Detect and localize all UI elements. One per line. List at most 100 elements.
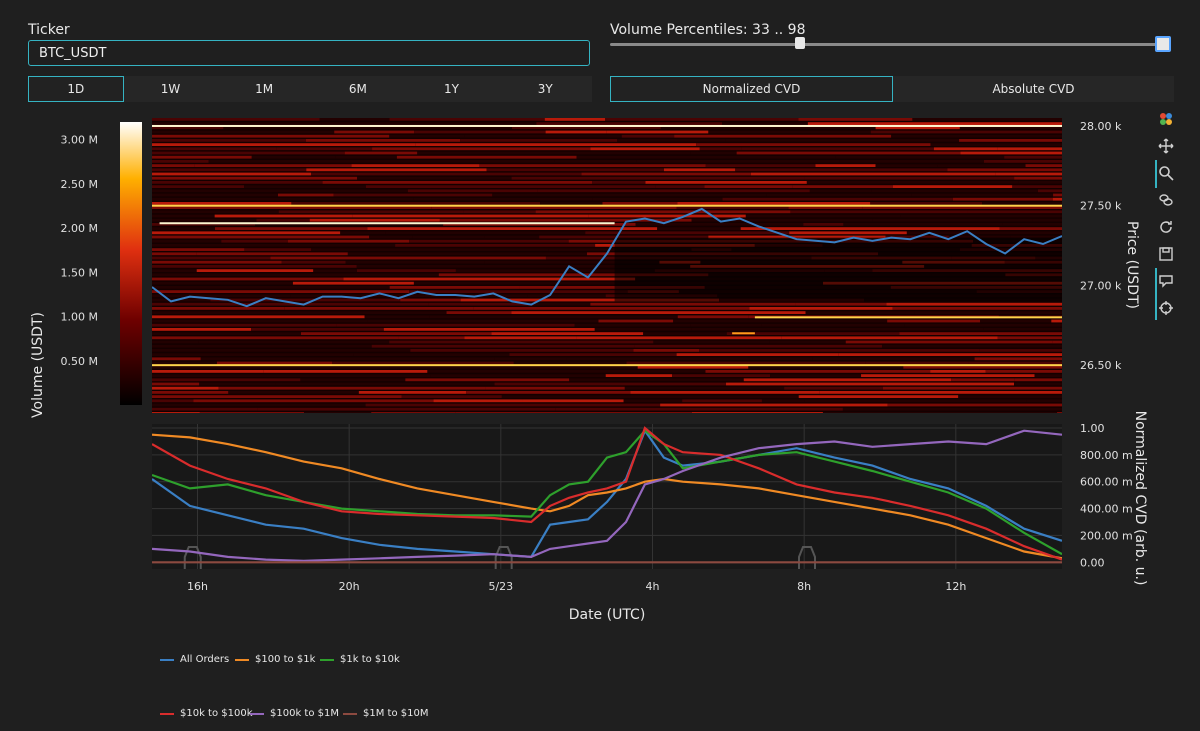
heatmap-band (887, 319, 981, 323)
cvd-mode-selector: Normalized CVD Absolute CVD (610, 76, 1174, 102)
heatmap-band (152, 399, 194, 403)
timeframe-1d-button[interactable]: 1D (28, 76, 124, 102)
legend-item[interactable]: $1M to $10M (343, 708, 428, 719)
plotly-logo-icon[interactable] (1155, 108, 1177, 130)
heatmap-band (152, 143, 416, 146)
heatmap-band (885, 235, 949, 239)
heatmap-band (875, 164, 938, 167)
heatmap-band (959, 139, 1062, 142)
heatmap-band (537, 189, 810, 193)
heatmap-band (663, 168, 736, 172)
heatmap-band (624, 386, 785, 390)
heatmap-band (634, 344, 883, 348)
heatmap-band (152, 277, 344, 281)
timeframe-3y-button[interactable]: 3Y (537, 82, 553, 96)
heatmap-band (275, 382, 495, 386)
heatmap-band (891, 134, 1062, 138)
heatmap-band (864, 298, 1062, 302)
heatmap-band (511, 126, 661, 130)
legend-swatch (235, 658, 249, 661)
heatmap-band (511, 176, 805, 180)
heatmap-band (492, 193, 767, 197)
heatmap-band (795, 302, 887, 306)
timeframe-1y-button[interactable]: 1Y (444, 82, 459, 96)
heatmap-band (152, 185, 245, 188)
legend-item[interactable]: All Orders (160, 654, 229, 665)
timeframe-1m-button[interactable]: 1M (255, 82, 274, 96)
zoom-icon[interactable] (1155, 162, 1177, 184)
reset-icon[interactable] (1155, 216, 1177, 238)
heatmap-band (223, 126, 512, 130)
heatmap-band (540, 202, 603, 205)
volume-percentiles-slider[interactable] (610, 43, 1170, 46)
pan-icon[interactable] (1155, 135, 1177, 157)
heatmap-band (812, 357, 975, 361)
heatmap-band (460, 298, 720, 302)
heatmap-band (974, 357, 1062, 361)
heatmap-band (1052, 340, 1062, 344)
heatmap-band (252, 365, 390, 369)
download-icon[interactable] (1155, 243, 1177, 265)
heatmap-band (365, 403, 661, 407)
heatmap-band (152, 332, 301, 335)
crosshair-icon[interactable] (1155, 297, 1177, 319)
heatmap-band (766, 193, 912, 197)
heatmap-band (353, 353, 510, 356)
legend-item[interactable]: $1k to $10k (320, 654, 400, 665)
heatmap-band (199, 412, 305, 413)
heatmap-band (152, 349, 411, 352)
heatmap-band (982, 202, 1062, 205)
heatmap-bright-level (732, 332, 755, 335)
heatmap-band (152, 412, 200, 413)
heatmap-band (790, 210, 968, 214)
heatmap-band (152, 403, 366, 407)
normalized-cvd-button[interactable]: Normalized CVD (610, 76, 893, 102)
heatmap-band (389, 286, 520, 289)
cvd-tick-label: 800.00 m (1080, 449, 1133, 462)
ticker-input[interactable] (28, 40, 590, 66)
heatmap-band (960, 151, 1062, 155)
heatmap-band (430, 374, 606, 377)
heatmap-band (769, 340, 846, 344)
heatmap-band (576, 336, 782, 340)
heatmap-band (887, 403, 1062, 407)
heatmap-band (912, 118, 1062, 121)
heatmap-band (545, 130, 607, 134)
heatmap-band (569, 378, 744, 382)
legend-item[interactable]: $10k to $100k (160, 708, 253, 719)
heatmap-band (485, 386, 625, 390)
heatmap-band (1018, 181, 1062, 184)
absolute-cvd-button[interactable]: Absolute CVD (992, 82, 1075, 96)
heatmap-band (152, 294, 291, 298)
heatmap-band (906, 231, 1062, 235)
heatmap-band (263, 370, 428, 373)
heatmap-band (152, 391, 229, 394)
heatmap-band (193, 399, 434, 403)
heatmap-band (311, 248, 549, 251)
lasso-icon[interactable] (1155, 189, 1177, 211)
heatmap-band (152, 370, 264, 373)
heatmap-bright-level (152, 364, 1062, 367)
heatmap-band (152, 252, 197, 256)
slider-low-handle[interactable] (794, 37, 805, 49)
heatmap-band (643, 332, 727, 335)
heatmap-band (750, 172, 996, 176)
heatmap-band (862, 206, 1062, 209)
heatmap-band (218, 386, 486, 390)
heatmap-band (1014, 176, 1062, 180)
heatmap-band (152, 206, 432, 209)
heatmap-band (806, 181, 1019, 184)
cvd-series-line (152, 426, 1062, 561)
heatmap-band (1004, 155, 1062, 159)
heatmap-band (719, 298, 865, 302)
heatmap-band (690, 323, 762, 327)
timeframe-6m-button[interactable]: 6M (348, 82, 367, 96)
heatmap-band (313, 269, 357, 272)
legend-item[interactable]: $100k to $1M (250, 708, 339, 719)
hover-icon[interactable] (1155, 270, 1177, 292)
legend-item[interactable]: $100 to $1k (235, 654, 315, 665)
modebar-active-marker (1155, 268, 1157, 320)
colorbar-tick-label: 1.00 M (61, 311, 98, 324)
timeframe-1w-button[interactable]: 1W (160, 82, 181, 96)
slider-high-handle[interactable] (1154, 36, 1171, 52)
